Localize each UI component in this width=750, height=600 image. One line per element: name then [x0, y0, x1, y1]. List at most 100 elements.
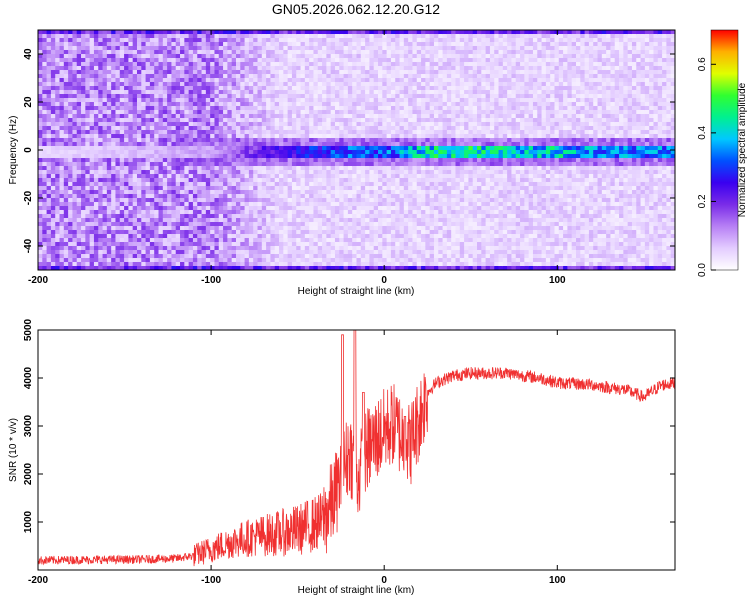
heatmap-cell — [279, 98, 284, 103]
heatmap-cell — [365, 54, 370, 59]
heatmap-cell — [59, 194, 65, 199]
heatmap-cell — [76, 246, 82, 251]
heatmap-cell — [270, 62, 276, 67]
heatmap-cell — [76, 174, 82, 179]
heatmap-cell — [115, 170, 121, 175]
heatmap-cell — [167, 226, 172, 231]
heatmap-cell — [124, 130, 129, 135]
heatmap-cell — [253, 206, 258, 211]
heatmap-cell — [339, 222, 344, 227]
heatmap-cell — [317, 206, 323, 211]
heatmap-cell — [145, 70, 151, 75]
heatmap-cell — [287, 234, 293, 239]
heatmap-cell — [369, 214, 375, 219]
heatmap-cell — [266, 46, 271, 51]
heatmap-cell — [240, 210, 245, 215]
heatmap-cell — [145, 222, 151, 227]
heatmap-cell — [334, 170, 340, 175]
heatmap-cell — [287, 170, 293, 175]
heatmap-cell — [115, 230, 121, 235]
heatmap-cell — [343, 134, 349, 139]
heatmap-cell — [46, 54, 52, 59]
heatmap-cell — [106, 106, 112, 111]
heatmap-cell — [261, 138, 267, 143]
heatmap-cell — [197, 210, 202, 215]
heatmap-cell — [240, 134, 245, 139]
heatmap-cell — [287, 74, 293, 79]
heatmap-cell — [89, 222, 95, 227]
heatmap-cell — [119, 70, 125, 75]
heatmap-cell — [386, 146, 392, 151]
heatmap-cell — [266, 222, 271, 227]
heatmap-cell — [59, 226, 65, 231]
heatmap-cell — [93, 126, 99, 131]
heatmap-cell — [214, 218, 220, 223]
heatmap-cell — [296, 202, 301, 207]
heatmap-cell — [59, 86, 65, 91]
heatmap-cell — [145, 34, 151, 39]
heatmap-cell — [378, 46, 383, 51]
heatmap-cell — [248, 214, 254, 219]
heatmap-cell — [283, 182, 289, 187]
heatmap-cell — [227, 42, 233, 47]
heatmap-cell — [235, 106, 241, 111]
heatmap-cell — [373, 86, 379, 91]
heatmap-cell — [334, 174, 340, 179]
heatmap-cell — [59, 246, 65, 251]
heatmap-cell — [102, 154, 108, 159]
heatmap-cell — [279, 90, 284, 95]
heatmap-cell — [85, 102, 91, 107]
heatmap-cell — [210, 58, 215, 63]
heatmap-cell — [59, 174, 65, 179]
heatmap-cell — [136, 30, 142, 35]
heatmap-cell — [296, 262, 301, 267]
heatmap-cell — [296, 42, 301, 47]
heatmap-cell — [76, 218, 82, 223]
heatmap-cell — [390, 150, 396, 155]
heatmap-cell — [231, 214, 237, 219]
heatmap-cell — [218, 242, 224, 247]
heatmap-cell — [98, 154, 103, 159]
heatmap-cell — [386, 190, 392, 195]
heatmap-cell — [304, 142, 310, 147]
heatmap-cell — [386, 218, 392, 223]
heatmap-cell — [98, 138, 103, 143]
heatmap-cell — [197, 218, 202, 223]
heatmap-cell — [296, 222, 301, 227]
heatmap-cell — [382, 234, 388, 239]
heatmap-cell — [81, 170, 86, 175]
heatmap-cell — [145, 154, 151, 159]
heatmap-cell — [175, 194, 181, 199]
heatmap-cell — [106, 258, 112, 263]
heatmap-cell — [50, 38, 56, 43]
heatmap-cell — [106, 166, 112, 171]
heatmap-cell — [253, 162, 258, 167]
heatmap-cell — [214, 38, 220, 43]
heatmap-cell — [106, 162, 112, 167]
heatmap-cell — [124, 246, 129, 251]
heatmap-cell — [231, 210, 237, 215]
heatmap-cell — [373, 98, 379, 103]
heatmap-cell — [205, 58, 211, 63]
heatmap-cell — [283, 190, 289, 195]
heatmap-cell — [365, 114, 370, 119]
heatmap-cell — [218, 162, 224, 167]
heatmap-cell — [378, 194, 383, 199]
heatmap-cell — [343, 222, 349, 227]
heatmap-cell — [197, 146, 202, 151]
heatmap-cell — [274, 190, 280, 195]
heatmap-cell — [223, 146, 228, 151]
heatmap-cell — [283, 154, 289, 159]
heatmap-cell — [102, 250, 108, 255]
heatmap-cell — [154, 130, 159, 135]
heatmap-cell — [119, 118, 125, 123]
heatmap-cell — [356, 50, 362, 55]
heatmap-cell — [270, 266, 276, 271]
heatmap-cell — [55, 78, 60, 83]
heatmap-cell — [162, 134, 168, 139]
heatmap-cell — [68, 194, 73, 199]
heatmap-cell — [334, 234, 340, 239]
heatmap-cell — [369, 138, 375, 143]
heatmap-cell — [149, 86, 155, 91]
heatmap-cell — [218, 42, 224, 47]
